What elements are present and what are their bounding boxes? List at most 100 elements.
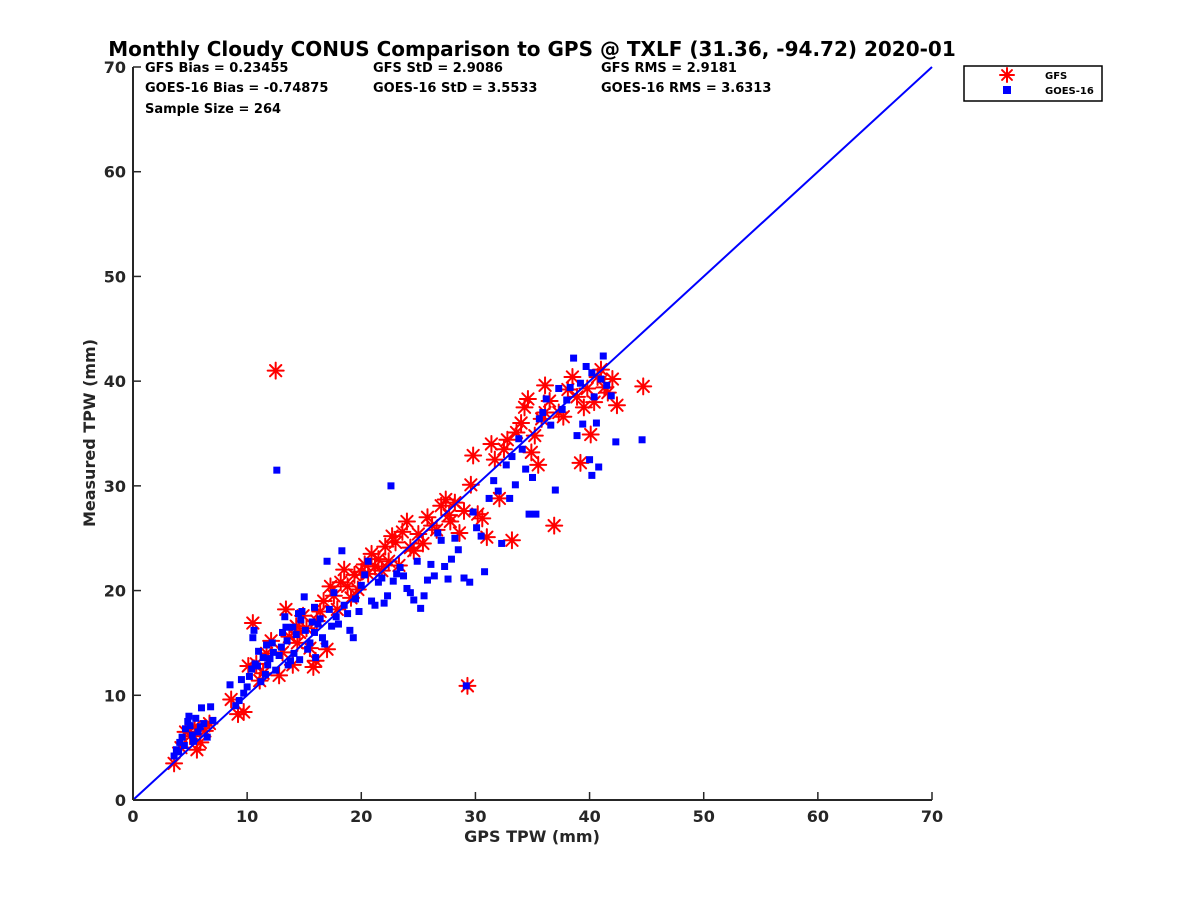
goes16-point [430,572,438,580]
goes16-point [298,608,306,616]
gfs-point [502,531,521,550]
goes16-point [237,676,245,684]
gfs-point [473,509,492,528]
goes16-point [427,560,435,568]
gfs-point [314,592,333,611]
gfs-point [362,544,381,563]
goes16-point [301,626,309,634]
goes16-point [352,595,360,603]
goes16-point [170,752,178,760]
one-to-one-line [132,66,933,801]
gfs-point [436,490,455,509]
y-tick-label: 10 [104,686,126,705]
goes16-point [330,589,338,597]
goes16-point [176,738,184,746]
goes16-point [466,578,474,586]
goes16-point [186,722,194,730]
goes16-point [253,662,261,670]
legend-gfs-marker [999,67,1015,83]
goes16-point [226,681,234,689]
goes16-point [357,581,365,589]
goes16-point [551,486,559,494]
goes16-point [444,575,452,583]
goes16-point [374,578,382,586]
x-tick-label: 50 [693,807,715,826]
gfs-point [304,658,323,677]
stat-sample-size: Sample Size = 264 [145,102,281,117]
goes16-point [612,438,620,446]
stats-block: GFS Bias = 0.23455 GFS StD = 2.9086 GFS … [145,61,771,117]
goes16-point [180,742,188,750]
y-tick-label: 30 [104,477,126,496]
goes16-point [588,369,596,377]
gfs-point [397,512,416,531]
goes16-point [582,362,590,370]
gfs-point [607,396,626,415]
gfs-point [512,414,531,433]
gfs-point [490,489,509,508]
goes16-point [334,620,342,628]
goes16-point [417,604,425,612]
goes16-point [312,654,320,662]
goes16-point [434,529,442,537]
goes16-point [275,651,283,659]
goes16-point [413,557,421,565]
goes16-point [308,618,316,626]
x-tick-label: 20 [350,807,372,826]
gfs-point [482,434,501,453]
x-tick-label: 60 [807,807,829,826]
goes16-point [279,628,287,636]
gfs-point [485,450,504,469]
goes16-point [240,689,248,697]
goes16-point [243,683,251,691]
gfs-point [266,361,285,380]
goes16-point [266,655,274,663]
gfs-point [418,508,437,527]
goes16-point [182,725,190,733]
goes16-point [508,453,516,461]
goes16-point [289,623,297,631]
gfs-point [545,516,564,535]
goes16-point [203,733,211,741]
goes16-point [248,665,256,673]
goes16-point [460,574,468,582]
legend-gfs-label: GFS [1045,71,1067,82]
goes16-point [579,420,587,428]
goes16-point [249,634,257,642]
goes16-point [494,487,502,495]
goes16-point [555,384,563,392]
goes16-point [384,592,392,600]
goes16-point [194,728,202,736]
legend-box [963,65,1103,102]
goes16-point [542,395,550,403]
y-tick-label: 60 [104,163,126,182]
goes16-point [368,597,376,605]
goes16-point [197,704,205,712]
stat-goes-std: GOES-16 StD = 3.5533 [373,81,537,96]
gfs-point [518,389,537,408]
axes-layer [132,67,932,801]
x-axis-label: GPS TPW (mm) [464,827,600,846]
gfs-point [498,430,517,449]
goes16-point [300,593,308,601]
goes16-point [454,546,462,554]
goes16-point [481,568,489,576]
goes16-point [638,436,646,444]
goes16-point [451,534,459,542]
goes16-point [328,622,336,630]
gfs-point [404,541,423,560]
goes16-point [184,717,192,725]
goes16-point [441,562,449,570]
goes16-point [576,379,584,387]
goes16-point [306,639,314,647]
goes16-point [469,508,477,516]
goes16-point [506,494,514,502]
stat-gfs-bias: GFS Bias = 0.23455 [145,61,288,76]
goes16-point [570,354,578,362]
goes16-point [535,415,543,423]
goes16-point [511,481,519,489]
goes16-point [547,421,555,429]
goes16-point [281,613,289,621]
goes16-point [403,584,411,592]
